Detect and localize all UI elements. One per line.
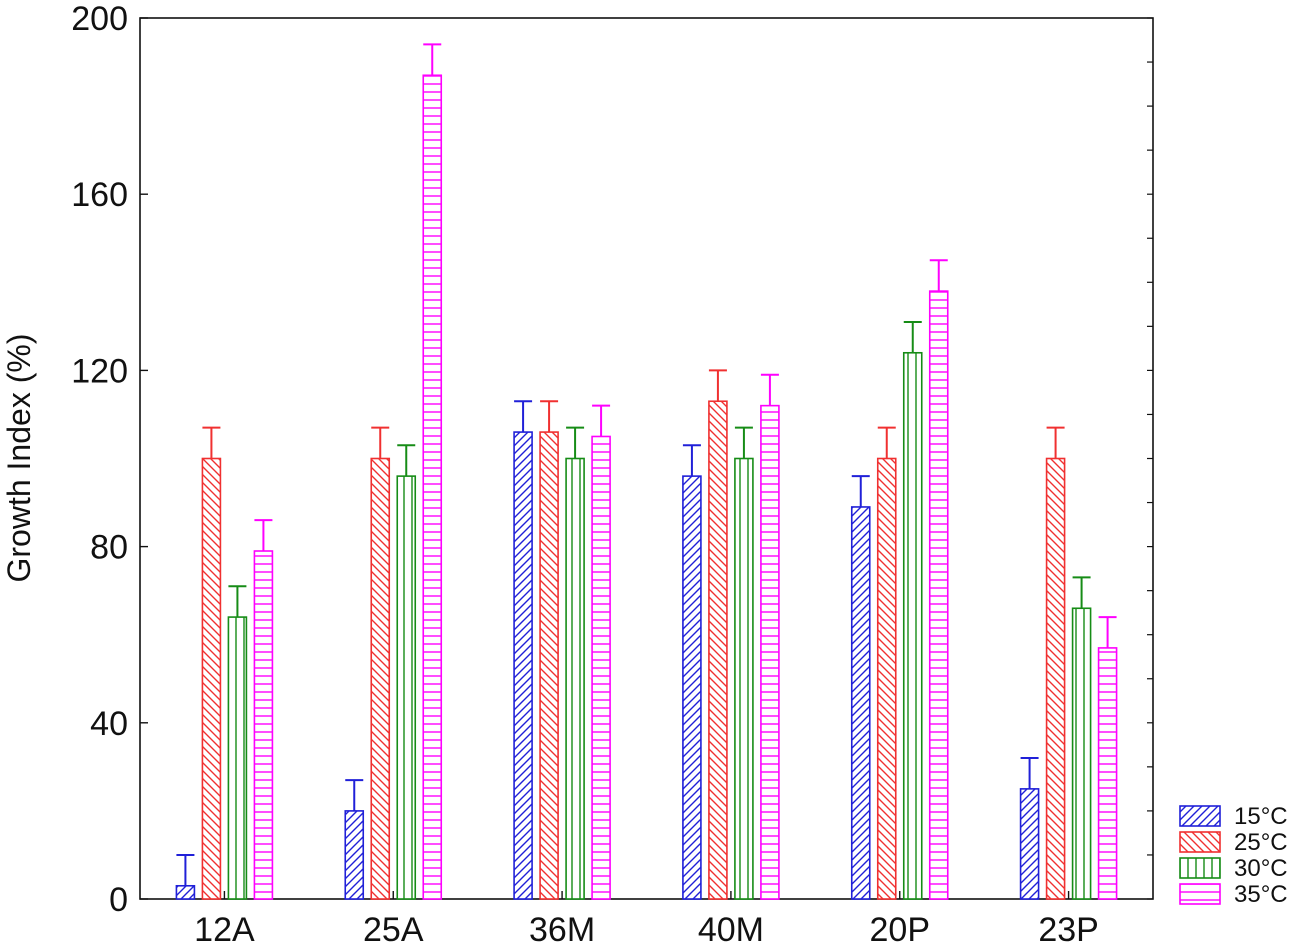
error-bar (592, 404, 611, 437)
error-bar (345, 779, 364, 811)
bar-12A-3 (253, 550, 274, 900)
error-bar (228, 585, 247, 618)
x-tick-label: 12A (194, 911, 255, 949)
x-tick-label: 25A (363, 911, 424, 949)
error-bar (1020, 757, 1039, 789)
bar-23P-3 (1097, 647, 1118, 900)
error-bar (929, 259, 948, 292)
bar-12A-1 (201, 457, 222, 900)
bar-23P-1 (1045, 457, 1066, 900)
legend-swatch (1179, 883, 1221, 905)
error-bar (423, 43, 442, 76)
bars-group (175, 74, 1118, 900)
bar-25A-0 (344, 810, 365, 900)
bar-25A-3 (422, 74, 443, 900)
bar-40M-1 (708, 400, 728, 900)
x-tick-label: 20P (870, 911, 931, 949)
error-bar (1046, 426, 1065, 459)
bar-12A-2 (227, 616, 248, 900)
error-bar (566, 426, 585, 459)
bar-36M-2 (565, 457, 585, 900)
tick-labels-group: 0 40 80 120 160 200 12A 25A 36M 40M 20P 23P (71, 0, 1099, 949)
legend-swatch (1179, 831, 1221, 853)
bar-23P-2 (1071, 607, 1092, 900)
bar-20P-2 (902, 351, 923, 900)
error-bar (371, 426, 390, 459)
legend: 15°C25°C30°C35°C (1179, 803, 1288, 908)
bar-25A-1 (370, 457, 391, 900)
y-axis-label: Growth Index (%) (1, 334, 37, 583)
error-bar (202, 426, 221, 459)
error-bar (1098, 616, 1117, 648)
y-tick-label: 160 (71, 176, 128, 214)
legend-swatch (1179, 805, 1221, 827)
bar-25A-2 (396, 475, 417, 900)
error-bar (734, 426, 753, 459)
y-tick-label: 80 (90, 529, 128, 567)
y-tick-label: 120 (71, 352, 128, 390)
bar-23P-0 (1019, 788, 1040, 900)
y-tick-label: 200 (71, 0, 128, 38)
bar-20P-1 (876, 457, 897, 900)
legend-label: 35°C (1234, 881, 1288, 908)
legend-label: 30°C (1234, 855, 1288, 882)
error-bar (877, 426, 896, 459)
legend-item: 25°C (1179, 829, 1288, 856)
x-tick-label: 23P (1038, 911, 1099, 949)
plot-frame (139, 17, 1154, 900)
bar-36M-0 (513, 431, 533, 900)
y-tick-label: 0 (109, 881, 128, 919)
bar-40M-0 (682, 475, 702, 900)
bar-20P-0 (850, 506, 871, 900)
error-bar (176, 853, 195, 886)
error-bar (903, 320, 922, 353)
error-bar (540, 400, 559, 433)
legend-label: 25°C (1234, 829, 1288, 856)
error-bar (397, 444, 416, 477)
error-bar (760, 373, 779, 406)
error-bar (682, 444, 701, 477)
error-bar (254, 519, 273, 552)
y-tick-label: 40 (90, 705, 128, 743)
error-bar (851, 475, 870, 507)
bar-12A-0 (175, 884, 196, 900)
error-bar (514, 400, 533, 433)
axes (139, 17, 1154, 900)
bar-20P-3 (928, 290, 949, 900)
error-bar (708, 369, 727, 402)
legend-item: 35°C (1179, 881, 1288, 908)
legend-item: 30°C (1179, 855, 1288, 882)
legend-swatch (1179, 857, 1221, 879)
error-bar (1072, 576, 1091, 609)
bar-40M-3 (760, 404, 780, 900)
error-bars-group (176, 43, 1117, 886)
bar-36M-1 (539, 431, 559, 900)
x-tick-label: 36M (529, 911, 595, 949)
bar-40M-2 (734, 457, 754, 900)
legend-label: 15°C (1234, 803, 1288, 830)
legend-item: 15°C (1179, 803, 1288, 830)
bar-36M-3 (591, 435, 611, 900)
x-tick-label: 40M (698, 911, 764, 949)
